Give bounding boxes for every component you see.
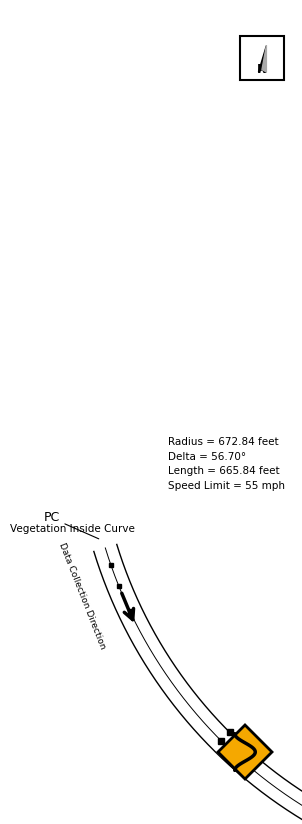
Text: PC: PC — [43, 512, 99, 539]
Bar — [240, 36, 284, 80]
Text: PT: PT — [0, 823, 1, 824]
Polygon shape — [259, 45, 266, 72]
Text: Vegetation Inside Curve: Vegetation Inside Curve — [10, 524, 135, 534]
Text: Radius = 672.84 feet
Delta = 56.70°
Length = 665.84 feet
Speed Limit = 55 mph: Radius = 672.84 feet Delta = 56.70° Leng… — [168, 437, 285, 491]
Polygon shape — [218, 725, 272, 779]
Polygon shape — [262, 45, 266, 72]
Text: Data Collection Direction: Data Collection Direction — [57, 541, 108, 650]
Text: N: N — [257, 63, 267, 76]
